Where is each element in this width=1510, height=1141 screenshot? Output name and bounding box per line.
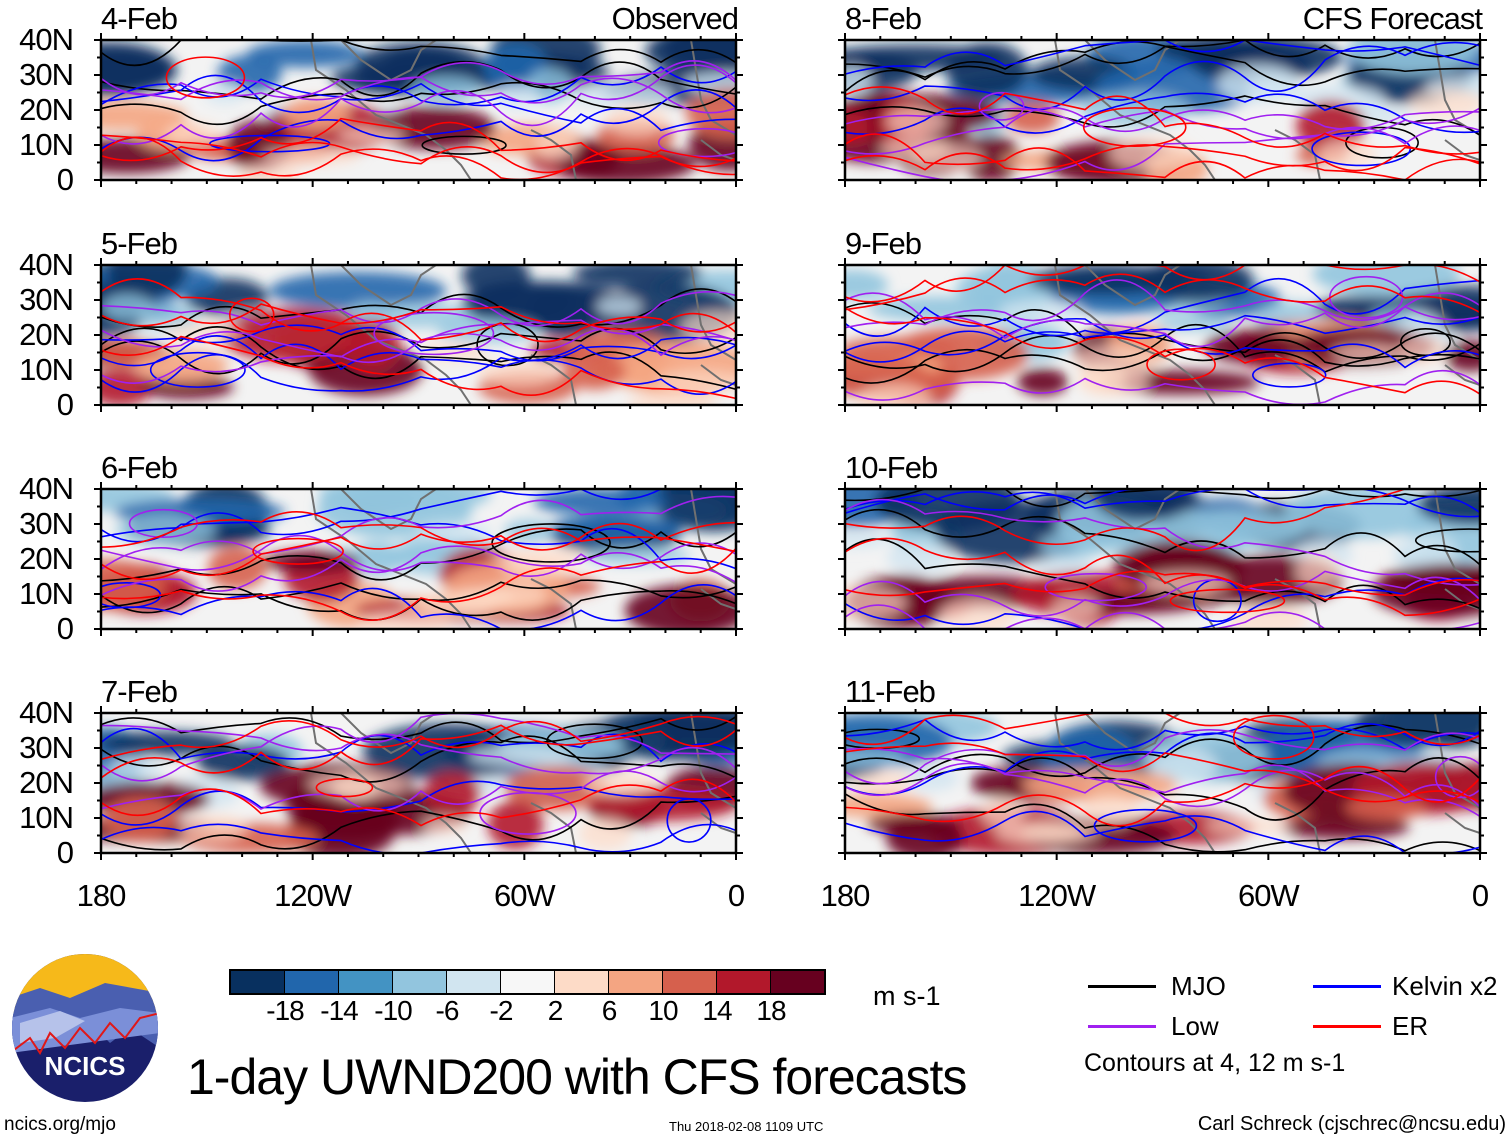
colorbar-label: 14 [702, 995, 732, 1026]
colorbar-swatch [285, 971, 339, 993]
y-tick-label: 20N [19, 765, 74, 800]
colorbar-swatch [393, 971, 447, 993]
y-tick-label: 20N [19, 92, 74, 127]
map-panel-9-feb: 9-Feb [838, 228, 1487, 412]
colorbar-swatch [501, 971, 555, 993]
x-tick-label: 0 [727, 878, 745, 913]
map-panel-10-feb: 10-Feb [838, 452, 1487, 636]
wind-field-map [94, 33, 743, 187]
panel-date: 4-Feb [101, 1, 178, 36]
y-tick-label: 20N [19, 541, 74, 576]
x-tick-label: 0 [1471, 878, 1489, 913]
wind-field-map [94, 706, 743, 860]
y-tick-label: 30N [19, 282, 74, 317]
y-tick-label: 10N [19, 576, 74, 611]
legend-label-low: Low [1171, 1011, 1219, 1041]
legend-label-kelvin: Kelvin x2 [1392, 971, 1498, 1001]
map-panel-4-feb: 4-Feb Observed [94, 3, 743, 187]
panel-date: 7-Feb [101, 674, 178, 709]
x-tick-label: 60W [1237, 878, 1300, 913]
colorbar-units: m s-1 [873, 981, 941, 1011]
panel-subtitle: CFS Forecast [1302, 1, 1483, 36]
colorbar-swatch [717, 971, 771, 993]
wind-field-map [838, 706, 1487, 860]
map-panel-6-feb: 6-Feb [94, 452, 743, 636]
contours-note: Contours at 4, 12 m s-1 [1084, 1049, 1346, 1077]
footer-website[interactable]: ncics.org/mjo [4, 1114, 116, 1135]
panel-date: 10-Feb [845, 450, 938, 485]
map-panel-7-feb: 7-Feb [94, 676, 743, 860]
panel-date: 5-Feb [101, 226, 178, 261]
map-panel-5-feb: 5-Feb [94, 228, 743, 412]
y-tick-label: 30N [19, 506, 74, 541]
panel-date: 8-Feb [845, 1, 922, 36]
legend-line-kelvin [1313, 985, 1381, 988]
y-tick-label: 0 [56, 162, 74, 197]
colorbar-swatch [555, 971, 609, 993]
y-tick-label: 30N [19, 57, 74, 92]
colorbar-label: 6 [601, 995, 618, 1026]
legend-label-mjo: MJO [1171, 971, 1226, 1001]
y-tick-label: 40N [19, 247, 74, 282]
panel-date: 11-Feb [845, 674, 936, 709]
colorbar-swatch [609, 971, 663, 993]
colorbar-swatch [339, 971, 393, 993]
x-tick-label: 120W [274, 878, 352, 913]
wind-field-map [94, 258, 743, 412]
x-tick-label: 180 [76, 878, 127, 913]
y-tick-label: 0 [56, 835, 74, 870]
colorbar-label: -10 [374, 995, 412, 1026]
y-tick-label: 10N [19, 127, 74, 162]
y-tick-label: 0 [56, 387, 74, 422]
colorbar-label: -2 [489, 995, 514, 1026]
panel-date: 6-Feb [101, 450, 178, 485]
x-tick-label: 60W [493, 878, 556, 913]
wind-field-map [838, 33, 1487, 187]
panel-subtitle: Observed [611, 1, 739, 36]
colorbar-swatch [771, 971, 824, 993]
legend-line-er [1313, 1025, 1381, 1028]
colorbar-label: 10 [648, 995, 678, 1026]
colorbar-swatch [447, 971, 501, 993]
y-tick-label: 40N [19, 22, 74, 57]
colorbar [229, 969, 826, 995]
y-tick-label: 40N [19, 471, 74, 506]
colorbar-swatch [231, 971, 285, 993]
colorbar-swatch [663, 971, 717, 993]
logo-text: NCICS [45, 1051, 126, 1081]
legend-line-low [1088, 1025, 1156, 1028]
wind-field-map [838, 258, 1487, 412]
map-panel-8-feb: 8-Feb CFS Forecast [838, 3, 1487, 187]
figure-title: 1-day UWND200 with CFS forecasts [187, 1049, 967, 1105]
x-tick-label: 180 [820, 878, 871, 913]
colorbar-label: -18 [266, 995, 304, 1026]
colorbar-label: 18 [756, 995, 786, 1026]
y-tick-label: 10N [19, 800, 74, 835]
colorbar-label: -6 [435, 995, 460, 1026]
colorbar-label: 2 [547, 995, 564, 1026]
y-tick-label: 20N [19, 317, 74, 352]
y-tick-label: 30N [19, 730, 74, 765]
y-tick-label: 0 [56, 611, 74, 646]
x-tick-label: 120W [1018, 878, 1096, 913]
wind-field-map [94, 482, 743, 636]
y-tick-label: 40N [19, 695, 74, 730]
legend-line-mjo [1088, 985, 1156, 988]
footer-timestamp: Thu 2018-02-08 1109 UTC [669, 1119, 824, 1134]
wind-field-map [838, 482, 1487, 636]
legend-label-er: ER [1392, 1011, 1429, 1041]
panel-date: 9-Feb [845, 226, 922, 261]
colorbar-label: -14 [320, 995, 358, 1026]
footer-author: Carl Schreck (cjschrec@ncsu.edu) [1197, 1113, 1506, 1135]
y-tick-label: 10N [19, 352, 74, 387]
map-panel-11-feb: 11-Feb [838, 676, 1487, 860]
ncics-logo: NCICS [12, 954, 158, 1102]
